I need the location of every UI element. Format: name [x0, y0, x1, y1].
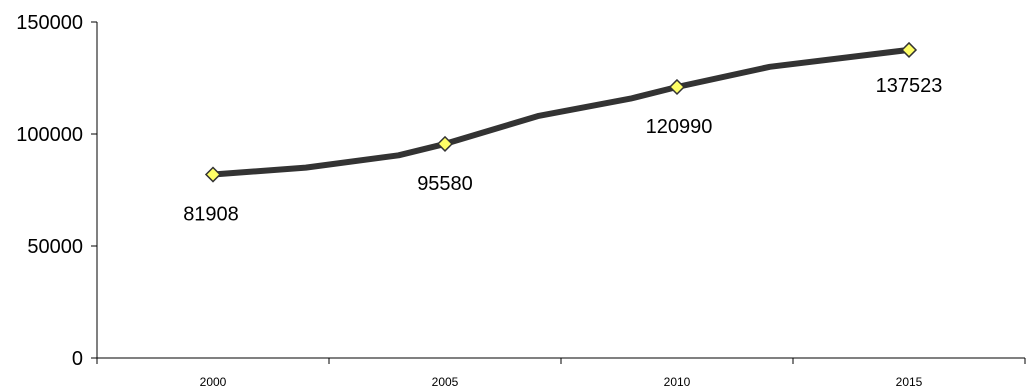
data-point-marker [204, 166, 222, 183]
y-tick-label: 0 [72, 348, 83, 370]
data-point-marker [668, 78, 686, 96]
data-point-marker [436, 135, 454, 152]
data-point-marker [900, 41, 918, 59]
y-tick-label: 50000 [27, 236, 83, 258]
data-label: 81908 [183, 204, 239, 226]
y-tick-label: 100000 [16, 124, 83, 146]
data-label: 137523 [876, 75, 943, 97]
x-tick-label: 2005 [432, 375, 459, 389]
x-tick-label: 2015 [896, 375, 923, 389]
data-label: 120990 [646, 116, 713, 138]
x-tick-label: 2010 [664, 375, 691, 389]
x-tick-label: 2000 [200, 375, 227, 389]
x-ticks: 2000 2005 2010 2015 [96, 358, 1026, 389]
series-line [210, 46, 912, 178]
data-labels: 81908 95580 120990 137523 [183, 75, 942, 226]
y-tick-label: 150000 [16, 12, 83, 34]
data-markers [204, 41, 918, 183]
y-ticks: 0 50000 100000 150000 [16, 12, 97, 370]
data-label: 95580 [417, 173, 473, 195]
